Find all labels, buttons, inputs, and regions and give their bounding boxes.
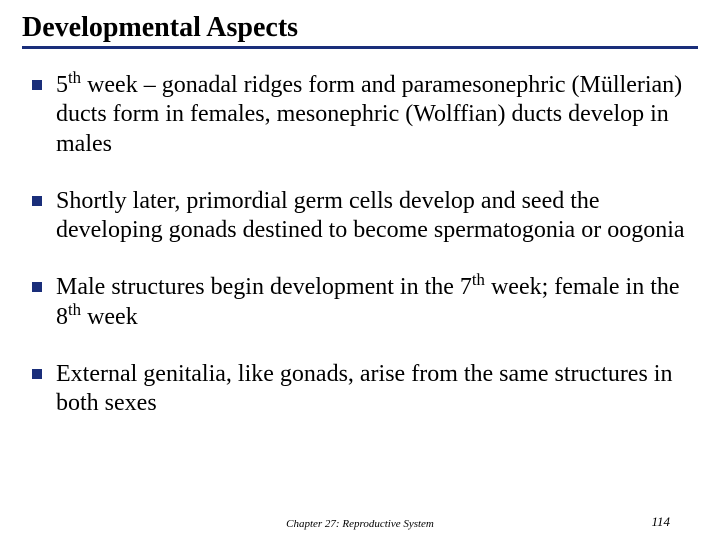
- bullet-text-pre: External genitalia, like gonads, arise f…: [56, 361, 672, 416]
- superscript: th: [68, 68, 81, 87]
- list-item: 5th week – gonadal ridges form and param…: [28, 71, 698, 159]
- list-item: Shortly later, primordial germ cells dev…: [28, 187, 698, 246]
- bullet-text-post: week – gonadal ridges form and parameson…: [56, 72, 682, 157]
- bullet-list: 5th week – gonadal ridges form and param…: [22, 71, 698, 418]
- footer-page-number: 114: [651, 514, 670, 530]
- superscript: th: [68, 300, 81, 319]
- slide: Developmental Aspects 5th week – gonadal…: [0, 0, 720, 540]
- bullet-text-pre: Male structures begin development in the…: [56, 274, 472, 300]
- bullet-text-pre: 5: [56, 72, 68, 98]
- list-item: External genitalia, like gonads, arise f…: [28, 360, 698, 419]
- bullet-text-pre: Shortly later, primordial germ cells dev…: [56, 188, 685, 243]
- superscript: th: [472, 270, 485, 289]
- slide-title: Developmental Aspects: [22, 12, 698, 49]
- footer-chapter: Chapter 27: Reproductive System: [0, 518, 720, 530]
- list-item: Male structures begin development in the…: [28, 273, 698, 332]
- bullet-text-post2: week: [81, 304, 138, 330]
